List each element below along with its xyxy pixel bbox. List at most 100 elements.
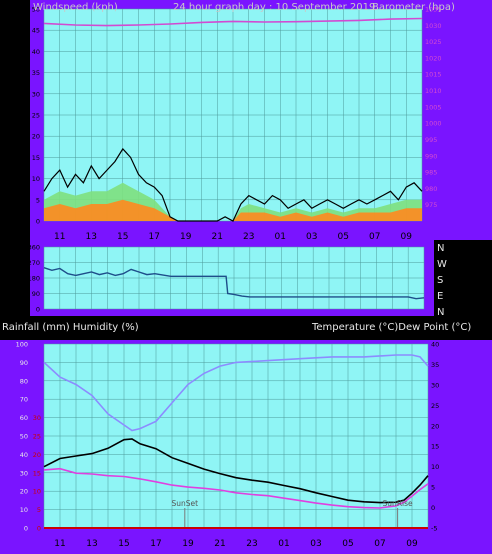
wind-xtick: 13 — [86, 232, 97, 242]
wind-ytick: 45 — [32, 27, 40, 35]
wind-xtick: 11 — [54, 232, 65, 242]
barometer-ylabel: Barometer (hpa) — [372, 2, 455, 13]
barometer-ytick: 995 — [425, 136, 437, 144]
barometer-ytick: 980 — [425, 185, 437, 193]
wind-xtick: 09 — [401, 232, 413, 242]
temp-xtick: 15 — [118, 539, 129, 549]
humidity-ytick: 10 — [20, 506, 28, 514]
rain-ytick: 0 — [37, 525, 41, 533]
wind-xtick: 05 — [338, 232, 349, 242]
temp-ytick: 20 — [431, 422, 439, 430]
temp-tick-labels: 0102030405060708090100051015202530-50510… — [16, 341, 440, 550]
temp-ytick: 5 — [431, 484, 435, 492]
chart-title: 24 hour graph day : 10 September 2019 — [173, 2, 375, 13]
compass-label: S — [437, 275, 443, 286]
rain-ytick: 5 — [37, 506, 41, 514]
wind-ytick: 10 — [32, 175, 40, 183]
dir-ytick: 90 — [32, 290, 40, 298]
compass-label: E — [437, 291, 443, 302]
wind-xtick: 15 — [117, 232, 128, 242]
compass-label: N — [437, 307, 444, 318]
rain-humidity-label: Rainfall (mm) Humidity (%) — [2, 322, 139, 333]
barometer-ytick: 1025 — [425, 38, 442, 46]
wind-ytick: 50 — [32, 6, 40, 14]
humidity-ytick: 90 — [20, 359, 28, 367]
wind-avg-area — [44, 199, 422, 221]
wind-ytick: 30 — [32, 90, 40, 98]
barometer-ytick: 1005 — [425, 103, 442, 111]
wind-ytick: 25 — [32, 112, 40, 120]
barometer-ytick: 1010 — [425, 87, 442, 95]
barometer-ytick: 1000 — [425, 120, 442, 128]
temp-xtick: 05 — [342, 539, 353, 549]
direction-grid — [43, 246, 425, 310]
barometer-ytick: 990 — [425, 152, 437, 160]
wind-series — [43, 17, 423, 222]
temp-xtick: 19 — [182, 539, 194, 549]
temp-xtick: 01 — [278, 539, 289, 549]
wind-ylabel: Windspeed (kph) — [33, 2, 118, 13]
temp-xtick: 03 — [310, 539, 321, 549]
temp-series — [43, 354, 429, 529]
wind-xtick: 17 — [149, 232, 160, 242]
humidity-ytick: 70 — [20, 396, 28, 404]
wind-xtick: 07 — [369, 232, 380, 242]
humidity-ytick: 100 — [16, 341, 28, 349]
temp-xtick: 13 — [86, 539, 97, 549]
temp-xtick: 11 — [54, 539, 65, 549]
humidity-ytick: 40 — [20, 451, 28, 459]
wind-xtick: 19 — [180, 232, 192, 242]
rain-ytick: 10 — [33, 488, 41, 496]
humidity-line — [43, 354, 429, 432]
barometer-ytick: 975 — [425, 201, 437, 209]
humidity-ytick: 0 — [24, 525, 28, 533]
dir-ytick: 360 — [28, 244, 40, 252]
humidity-ytick: 80 — [20, 377, 28, 385]
wind-tick-labels: 0510152025303540455097598098599099510001… — [32, 6, 442, 243]
pressure-line — [43, 17, 423, 27]
wind-ytick: 40 — [32, 48, 40, 56]
wind-xtick: 21 — [212, 232, 223, 242]
temp-ytick: 0 — [431, 504, 435, 512]
direction-series — [43, 267, 425, 300]
humidity-ytick: 50 — [20, 433, 28, 441]
wind-xtick: 01 — [275, 232, 286, 242]
temp-ytick: 30 — [431, 381, 439, 389]
temp-ytick: 40 — [431, 341, 439, 349]
wind-ytick: 15 — [32, 154, 40, 162]
humidity-ytick: 30 — [20, 469, 28, 477]
temp-xtick: 09 — [406, 539, 418, 549]
temp-xtick: 17 — [150, 539, 161, 549]
wind-ytick: 20 — [32, 133, 40, 141]
temp-ytick: 25 — [431, 402, 439, 410]
humidity-ytick: 20 — [20, 488, 28, 496]
temp-ytick: -5 — [431, 525, 437, 533]
dir-ytick: 270 — [28, 259, 40, 267]
barometer-ytick: 1030 — [425, 22, 442, 30]
barometer-ytick: 1020 — [425, 54, 442, 62]
wind-ytick: 35 — [32, 69, 40, 77]
rain-ytick: 30 — [33, 414, 41, 422]
direction-line — [43, 267, 425, 300]
humidity-ytick: 60 — [20, 414, 28, 422]
temp-ytick: 15 — [431, 443, 439, 451]
temp-ytick: 35 — [431, 361, 439, 369]
dew-point-line — [43, 467, 429, 509]
temp-xtick: 23 — [246, 539, 257, 549]
temp-dew-label: Temperature (°C)Dew Point (°C) — [311, 322, 471, 333]
wind-ytick: 0 — [36, 218, 40, 226]
wind-ytick: 5 — [36, 196, 40, 204]
temperature-line — [43, 438, 429, 504]
wind-xtick: 23 — [243, 232, 254, 242]
compass-label: N — [437, 243, 444, 254]
temp-xtick: 21 — [214, 539, 225, 549]
temp-xtick: 07 — [374, 539, 385, 549]
gust-line — [43, 147, 423, 222]
dir-ytick: 180 — [28, 275, 40, 283]
sun-annotation: SunRise — [383, 499, 413, 508]
barometer-ytick: 1015 — [425, 71, 442, 79]
sun-annotation: SunSet — [172, 499, 199, 508]
barometer-ytick: 985 — [425, 169, 437, 177]
